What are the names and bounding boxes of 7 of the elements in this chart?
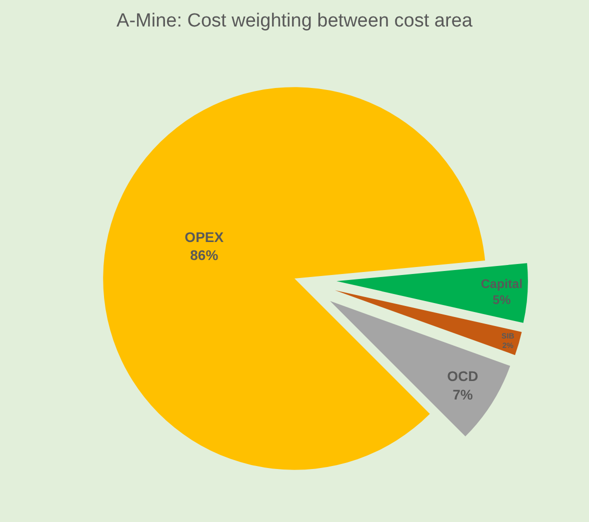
data-label: 5% <box>492 293 511 308</box>
data-label: 86% <box>190 247 219 264</box>
chart-title: A-Mine: Cost weighting between cost area <box>116 10 473 32</box>
slice-label: Capital <box>480 276 523 291</box>
slice-label: OCD <box>447 368 478 384</box>
slice-label: OPEX <box>184 228 224 245</box>
data-label: 7% <box>452 386 474 402</box>
